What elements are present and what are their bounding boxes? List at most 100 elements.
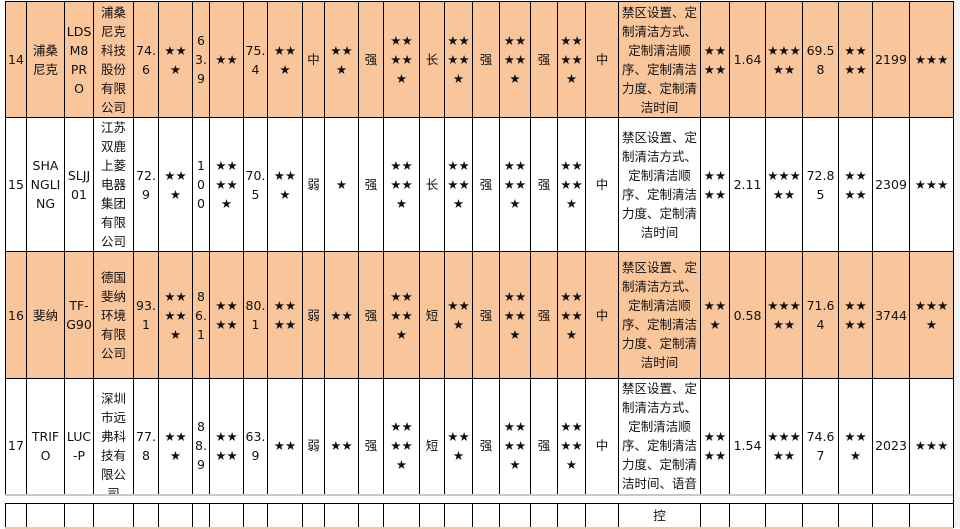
cell-level-d[interactable]: 强 bbox=[530, 251, 558, 379]
cell-score-a[interactable]: 93.1 bbox=[133, 251, 159, 379]
cell-rating-f[interactable]: ★★★ bbox=[444, 251, 473, 379]
cell-rating-f[interactable]: ★★★ bbox=[444, 378, 473, 513]
cell-level-d[interactable]: 强 bbox=[530, 378, 558, 513]
cell-score-c[interactable]: 75.4 bbox=[243, 1, 268, 118]
cell-rating-a[interactable]: ★★★★★ bbox=[158, 251, 193, 379]
cell-model[interactable] bbox=[64, 503, 94, 528]
cell-level-b[interactable] bbox=[358, 503, 384, 528]
cell-model[interactable]: TF-G90 bbox=[64, 251, 94, 379]
cell-rating-c[interactable]: ★★ bbox=[267, 378, 303, 513]
cell-no[interactable]: 17 bbox=[5, 378, 27, 513]
cell-level-e[interactable]: 中 bbox=[585, 1, 619, 118]
cell-company[interactable]: 深圳市远弗科技有限公司 bbox=[93, 378, 134, 513]
cell-duration[interactable]: 长 bbox=[419, 1, 445, 118]
cell-score-b[interactable]: 86.1 bbox=[192, 251, 210, 379]
cell-score-d[interactable] bbox=[802, 503, 839, 528]
cell-level-b[interactable]: 强 bbox=[358, 117, 384, 252]
cell-price[interactable]: 3744 bbox=[872, 251, 910, 379]
cell-price[interactable]: 2199 bbox=[872, 1, 910, 118]
cell-level-e[interactable]: 中 bbox=[585, 251, 619, 379]
cell-rating-b[interactable]: ★★★★ bbox=[209, 378, 244, 513]
cell-duration[interactable]: 短 bbox=[419, 378, 445, 513]
cell-rating-l[interactable]: ★★★★ bbox=[909, 251, 954, 379]
cell-score-d[interactable]: 74.67 bbox=[802, 378, 839, 513]
cell-rating-d[interactable]: ★★★ bbox=[324, 1, 359, 118]
cell-value[interactable]: 1.64 bbox=[729, 1, 766, 118]
cell-no[interactable] bbox=[5, 503, 27, 528]
cell-brand[interactable]: SHANGLING bbox=[26, 117, 65, 252]
cell-rating-b[interactable] bbox=[209, 503, 244, 528]
cell-features[interactable]: 控 bbox=[618, 503, 701, 528]
cell-rating-g[interactable]: ★★★★★ bbox=[499, 251, 531, 379]
cell-level-d[interactable]: 强 bbox=[530, 1, 558, 118]
cell-level-b[interactable]: 强 bbox=[358, 251, 384, 379]
cell-level-c[interactable]: 强 bbox=[472, 378, 500, 513]
cell-rating-b[interactable]: ★★★★ bbox=[209, 251, 244, 379]
cell-price[interactable] bbox=[872, 503, 910, 528]
cell-company[interactable] bbox=[93, 503, 134, 528]
cell-rating-h[interactable] bbox=[557, 503, 586, 528]
cell-score-c[interactable]: 80.1 bbox=[243, 251, 268, 379]
cell-features[interactable]: 禁区设置、定制清洁方式、定制清洁顺序、定制清洁力度、定制清洁时间 bbox=[618, 1, 701, 118]
cell-rating-e[interactable]: ★★★★★ bbox=[383, 378, 420, 513]
cell-rating-i[interactable]: ★★★ bbox=[700, 251, 730, 379]
cell-price[interactable]: 2023 bbox=[872, 378, 910, 513]
cell-model[interactable]: SLJJ01 bbox=[64, 117, 94, 252]
cell-company[interactable]: 江苏双鹿上菱电器集团有限公司 bbox=[93, 117, 134, 252]
cell-rating-k[interactable] bbox=[838, 503, 873, 528]
cell-model[interactable]: LUC-P bbox=[64, 378, 94, 513]
cell-rating-f[interactable]: ★★★★★ bbox=[444, 1, 473, 118]
cell-brand[interactable]: 浦桑尼克 bbox=[26, 1, 65, 118]
cell-score-a[interactable]: 72.9 bbox=[133, 117, 159, 252]
cell-brand[interactable]: 斐纳 bbox=[26, 251, 65, 379]
cell-rating-j[interactable]: ★★★★★ bbox=[765, 251, 803, 379]
cell-rating-j[interactable]: ★★★★★ bbox=[765, 117, 803, 252]
cell-company[interactable]: 浦桑尼克科技股份有限公司 bbox=[93, 1, 134, 118]
cell-no[interactable]: 16 bbox=[5, 251, 27, 379]
cell-rating-g[interactable] bbox=[499, 503, 531, 528]
cell-level-c[interactable]: 强 bbox=[472, 251, 500, 379]
cell-level-d[interactable] bbox=[530, 503, 558, 528]
cell-rating-g[interactable]: ★★★★★ bbox=[499, 117, 531, 252]
cell-features[interactable]: 禁区设置、定制清洁方式、定制清洁顺序、定制清洁力度、定制清洁时间 bbox=[618, 251, 701, 379]
cell-duration[interactable]: 短 bbox=[419, 251, 445, 379]
cell-brand[interactable]: TRIFO bbox=[26, 378, 65, 513]
cell-no[interactable]: 14 bbox=[5, 1, 27, 118]
cell-value[interactable] bbox=[729, 503, 766, 528]
cell-rating-b[interactable]: ★★★★★ bbox=[209, 117, 244, 252]
cell-rating-e[interactable]: ★★★★★ bbox=[383, 117, 420, 252]
cell-rating-j[interactable]: ★★★★★ bbox=[765, 378, 803, 513]
cell-rating-c[interactable]: ★★★ bbox=[267, 117, 303, 252]
cell-level-e[interactable]: 中 bbox=[585, 378, 619, 513]
cell-rating-h[interactable]: ★★★★★ bbox=[557, 251, 586, 379]
cell-rating-a[interactable]: ★★★ bbox=[158, 378, 193, 513]
cell-level-a[interactable] bbox=[302, 503, 325, 528]
cell-rating-e[interactable]: ★★★★★ bbox=[383, 251, 420, 379]
cell-rating-i[interactable]: ★★★★ bbox=[700, 1, 730, 118]
cell-brand[interactable] bbox=[26, 503, 65, 528]
cell-level-d[interactable]: 强 bbox=[530, 117, 558, 252]
cell-model[interactable]: LDS M8 PRO bbox=[64, 1, 94, 118]
cell-rating-c[interactable]: ★★★ bbox=[267, 1, 303, 118]
cell-level-a[interactable]: 弱 bbox=[302, 251, 325, 379]
cell-rating-d[interactable]: ★★ bbox=[324, 378, 359, 513]
cell-duration[interactable] bbox=[419, 503, 445, 528]
cell-level-b[interactable]: 强 bbox=[358, 1, 384, 118]
cell-score-d[interactable]: 72.85 bbox=[802, 117, 839, 252]
cell-rating-l[interactable]: ★★★ bbox=[909, 117, 954, 252]
cell-score-c[interactable] bbox=[243, 503, 268, 528]
cell-score-d[interactable]: 69.58 bbox=[802, 1, 839, 118]
cell-value[interactable]: 0.58 bbox=[729, 251, 766, 379]
cell-rating-d[interactable] bbox=[324, 503, 359, 528]
cell-level-c[interactable]: 强 bbox=[472, 1, 500, 118]
cell-rating-c[interactable] bbox=[267, 503, 303, 528]
cell-features[interactable]: 禁区设置、定制清洁方式、定制清洁顺序、定制清洁力度、定制清洁时间 bbox=[618, 117, 701, 252]
cell-rating-k[interactable]: ★★★★ bbox=[838, 1, 873, 118]
cell-rating-l[interactable]: ★★★ bbox=[909, 1, 954, 118]
cell-score-b[interactable]: 63.9 bbox=[192, 1, 210, 118]
cell-rating-k[interactable]: ★★★ bbox=[838, 378, 873, 513]
cell-score-a[interactable] bbox=[133, 503, 159, 528]
cell-level-c[interactable]: 强 bbox=[472, 117, 500, 252]
cell-rating-e[interactable]: ★★★★★ bbox=[383, 1, 420, 118]
cell-level-a[interactable]: 弱 bbox=[302, 117, 325, 252]
